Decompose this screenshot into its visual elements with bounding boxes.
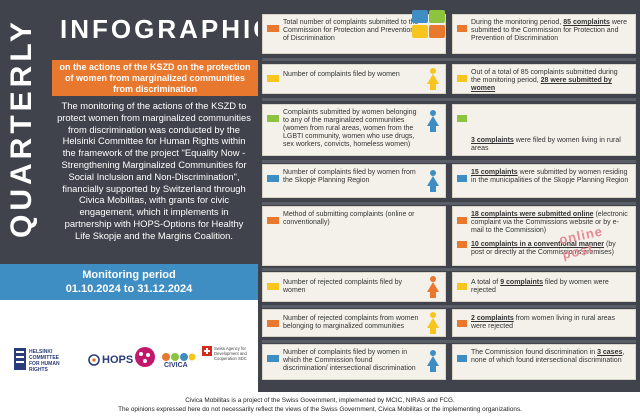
- monitoring-period-range: 01.10.2024 to 31.12.2024: [65, 283, 193, 295]
- row-divider: [262, 340, 636, 343]
- swiss-sdc-logo: Swiss Agency for Development and Coopera…: [202, 346, 256, 376]
- row-divider: [262, 160, 636, 163]
- woman-figure-icon: [426, 312, 440, 334]
- row-color-tab: [457, 320, 467, 327]
- helsinki-emblem-icon: [14, 348, 26, 370]
- row-color-tab: [267, 283, 279, 290]
- row-color-tab: [457, 283, 467, 290]
- margins-emblem-icon: [135, 347, 155, 367]
- civica-logo: CIVICA: [160, 350, 198, 372]
- stat-result-discrimination-found: The Commission found discrimination in 3…: [452, 344, 636, 380]
- woman-figure-icon: [426, 110, 440, 132]
- stat-result-rejected-women: A total of 9 complaints filed by women w…: [452, 272, 636, 302]
- woman-figure-icon: [426, 68, 440, 90]
- woman-figure-icon: [426, 276, 440, 298]
- puzzle-pieces-icon: [412, 10, 446, 42]
- footer: Civica Mobilitas is a project of the Swi…: [0, 392, 640, 418]
- stat-card-rejected-marginalized: Number of rejected complaints from women…: [262, 309, 446, 337]
- row-color-tab: [457, 115, 467, 122]
- stat-result-total-complaints: During the monitoring period, 85 complai…: [452, 14, 636, 54]
- row-color-tab: [267, 175, 279, 182]
- stat-result-text-online: 18 complaints were submitted online (ele…: [471, 211, 628, 234]
- row-color-tab: [267, 355, 279, 362]
- row-divider: [262, 98, 636, 101]
- stat-label: Total number of complaints submitted to …: [283, 19, 419, 42]
- row-color-tab: [457, 25, 467, 32]
- row-color-tab: [267, 75, 279, 82]
- stat-label: Number of complaints filed by women from…: [283, 169, 416, 184]
- stat-result-text: The Commission found discrimination in 3…: [471, 349, 625, 364]
- stat-result-text: A total of 9 complaints filed by women w…: [471, 279, 609, 294]
- description-text: The monitoring of the actions of the KSZ…: [57, 100, 251, 241]
- stat-result-rejected-marginalized: 2 complaints from women living in rural …: [452, 309, 636, 337]
- stat-label: Number of rejected complaints from women…: [283, 315, 419, 330]
- stat-result-text: Out of a total of 85 complaints submitte…: [471, 69, 618, 92]
- footer-line-2: The opinions expressed here do not neces…: [118, 406, 522, 413]
- infographic-title: INFOGRAPHIC: [60, 14, 275, 44]
- stat-result-women-complaints: Out of a total of 85 complaints submitte…: [452, 64, 636, 94]
- civica-logo-text: CIVICA: [164, 362, 188, 369]
- stat-result-text: 3 complaints were filed by women living …: [471, 137, 621, 152]
- stat-label: Method of submitting complaints (online …: [283, 211, 415, 226]
- row-color-tab: [267, 217, 279, 224]
- row-color-tab: [457, 241, 467, 248]
- woman-figure-icon: [426, 350, 440, 372]
- hops-logo: HOPS: [88, 352, 134, 372]
- hops-emblem-icon: [88, 354, 100, 366]
- stat-result-text: 15 complaints were submitted by women re…: [471, 169, 629, 184]
- stat-label: Number of complaints filed by women: [283, 71, 400, 78]
- row-color-tab: [457, 355, 467, 362]
- row-color-tab: [267, 25, 279, 32]
- civica-emblem-icon: [162, 353, 196, 361]
- stat-card-rejected-women: Number of rejected complaints filed by w…: [262, 272, 446, 302]
- monitoring-period-banner: Monitoring period 01.10.2024 to 31.12.20…: [0, 264, 258, 300]
- margins-coalition-logo: [134, 346, 156, 368]
- stat-result-skopje-region: 15 complaints were submitted by women re…: [452, 164, 636, 198]
- row-divider: [262, 58, 636, 61]
- stat-result-submission-method: 18 complaints were submitted online (ele…: [452, 206, 636, 266]
- row-color-tab: [267, 115, 279, 122]
- stat-result-text: During the monitoring period, 85 complai…: [471, 19, 628, 42]
- row-color-tab: [267, 320, 279, 327]
- monitoring-period-label: Monitoring period: [82, 269, 176, 281]
- stat-label: Complaints submitted by women belonging …: [283, 109, 417, 148]
- swiss-flag-icon: [202, 346, 212, 356]
- quarterly-vertical-title: QUARTERLY: [5, 18, 38, 238]
- stat-label: Number of rejected complaints filed by w…: [283, 279, 403, 294]
- row-color-tab: [457, 75, 467, 82]
- subtitle-banner: on the actions of the KSZD on the protec…: [52, 60, 258, 96]
- stat-result-text-conventional: 10 complaints in a conventional manner (…: [471, 241, 616, 256]
- stat-card-submission-method: Method of submitting complaints (online …: [262, 206, 446, 266]
- row-color-tab: [457, 217, 467, 224]
- stat-result-marginalized-communities: 3 complaints were filed by women living …: [452, 104, 636, 156]
- stat-card-marginalized-communities: Complaints submitted by women belonging …: [262, 104, 446, 156]
- swiss-sdc-logo-text: Swiss Agency for Development and Coopera…: [214, 346, 247, 361]
- helsinki-committee-logo: HELSINKI COMMITTEE FOR HUMAN RIGHTS: [14, 346, 60, 374]
- partner-logos: HELSINKI COMMITTEE FOR HUMAN RIGHTS HOPS…: [0, 300, 258, 390]
- row-color-tab: [457, 175, 467, 182]
- row-divider: [262, 202, 636, 205]
- stat-card-discrimination-found: Number of complaints filed by women in w…: [262, 344, 446, 380]
- stat-result-text: 2 complaints from women living in rural …: [471, 315, 615, 330]
- footer-line-1: Civica Mobilitas is a project of the Swi…: [185, 397, 455, 404]
- woman-figure-icon: [426, 170, 440, 192]
- stat-label: Number of complaints filed by women in w…: [283, 349, 416, 372]
- row-divider: [262, 305, 636, 308]
- stat-card-women-complaints: Number of complaints filed by women: [262, 64, 446, 94]
- row-divider: [262, 268, 636, 271]
- hops-logo-text: HOPS: [102, 354, 134, 366]
- helsinki-logo-text: HELSINKI COMMITTEE FOR HUMAN RIGHTS: [29, 349, 60, 373]
- stat-card-skopje-region: Number of complaints filed by women from…: [262, 164, 446, 198]
- left-panel: QUARTERLY INFOGRAPHIC on the actions of …: [0, 0, 272, 300]
- right-panel: Total number of complaints submitted to …: [258, 0, 640, 392]
